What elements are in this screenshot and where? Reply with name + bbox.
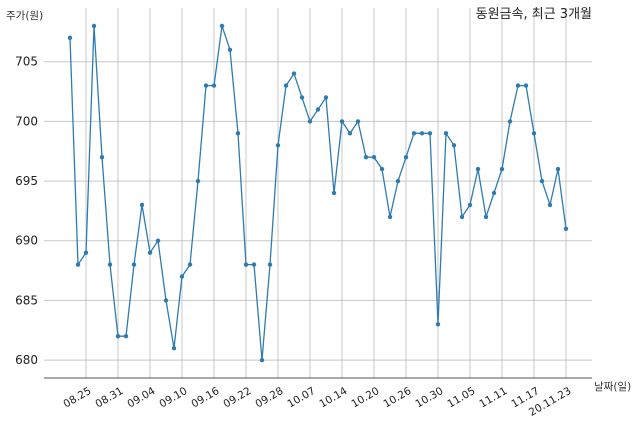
data-point bbox=[411, 131, 417, 136]
data-point bbox=[523, 83, 529, 88]
data-point bbox=[507, 119, 513, 124]
x-tick-label: 11.05 bbox=[445, 385, 477, 410]
data-point bbox=[347, 131, 353, 136]
x-tick-label: 11.11 bbox=[477, 385, 509, 410]
x-tick-label: 09.28 bbox=[253, 385, 285, 410]
data-point bbox=[179, 274, 185, 279]
data-point bbox=[147, 250, 153, 255]
x-tick-label: 10.20 bbox=[349, 385, 381, 410]
data-point bbox=[499, 166, 505, 172]
data-point bbox=[379, 166, 385, 172]
x-tick-labels: 08.25 08.31 09.04 09.10 09.16 09.22 09.28 10.07… bbox=[61, 385, 573, 419]
data-point bbox=[539, 178, 545, 184]
data-point bbox=[315, 107, 321, 112]
data-point bbox=[299, 95, 305, 100]
y-tick-label: 695 bbox=[15, 174, 38, 188]
data-point bbox=[547, 202, 553, 208]
data-point bbox=[163, 298, 169, 303]
data-point bbox=[331, 190, 337, 196]
data-point bbox=[475, 166, 481, 172]
data-point bbox=[107, 262, 113, 267]
data-point bbox=[387, 214, 393, 220]
x-tick-label: 08.25 bbox=[61, 385, 93, 410]
y-axis-label: 주가(원) bbox=[6, 10, 43, 22]
data-point bbox=[555, 166, 561, 172]
data-point bbox=[563, 226, 569, 231]
data-point bbox=[187, 262, 193, 267]
data-point bbox=[371, 155, 377, 160]
data-point bbox=[155, 238, 161, 243]
data-point bbox=[443, 131, 449, 136]
data-point bbox=[267, 262, 273, 267]
data-point bbox=[67, 35, 73, 40]
data-point bbox=[259, 357, 265, 363]
y-tick-label: 705 bbox=[15, 55, 38, 69]
data-point bbox=[339, 119, 345, 124]
data-point bbox=[203, 83, 209, 88]
x-axis-label: 날짜(일) bbox=[594, 380, 631, 393]
data-point bbox=[435, 322, 441, 327]
data-point bbox=[467, 202, 473, 208]
data-point bbox=[235, 131, 241, 136]
data-point bbox=[83, 250, 89, 255]
data-point bbox=[451, 143, 457, 148]
data-point bbox=[227, 47, 233, 52]
x-tick-label: 08.31 bbox=[93, 385, 125, 410]
data-point bbox=[99, 155, 105, 160]
data-point bbox=[363, 155, 369, 160]
x-tick-label: 10.14 bbox=[317, 385, 349, 411]
data-point bbox=[459, 214, 465, 220]
data-point bbox=[171, 346, 177, 351]
x-tick-label: 09.16 bbox=[189, 385, 221, 411]
data-point bbox=[427, 131, 433, 136]
y-tick-labels: 680 685 690 695 700 705 bbox=[15, 55, 38, 367]
x-tick-label: 09.10 bbox=[157, 385, 189, 410]
x-tick-label: 09.22 bbox=[221, 385, 253, 410]
y-tick-label: 700 bbox=[15, 114, 38, 128]
data-point bbox=[483, 214, 489, 220]
y-tick-label: 685 bbox=[15, 293, 38, 307]
data-point bbox=[515, 83, 521, 88]
data-point bbox=[211, 83, 217, 88]
data-point bbox=[91, 23, 97, 29]
data-point bbox=[75, 262, 81, 267]
data-point bbox=[355, 119, 361, 124]
data-point bbox=[139, 202, 145, 208]
chart-title: 동원금속, 최근 3개월 bbox=[476, 7, 592, 22]
y-tick-label: 680 bbox=[15, 353, 38, 367]
x-tick-label: 10.26 bbox=[381, 385, 413, 411]
data-point bbox=[115, 334, 121, 339]
data-point bbox=[291, 71, 297, 76]
x-tick-label: 10.30 bbox=[413, 385, 445, 410]
data-point bbox=[195, 178, 201, 184]
x-tick-label: 10.07 bbox=[285, 385, 317, 410]
data-point bbox=[131, 262, 137, 267]
y-tick-label: 690 bbox=[15, 234, 38, 248]
series-line bbox=[69, 25, 567, 361]
data-point bbox=[323, 95, 329, 100]
grid-layer bbox=[44, 8, 592, 379]
data-point bbox=[491, 190, 497, 196]
series-layer bbox=[69, 25, 567, 361]
points-layer bbox=[67, 23, 569, 363]
data-point bbox=[307, 119, 313, 124]
data-point bbox=[403, 155, 409, 160]
data-point bbox=[243, 262, 249, 267]
data-point bbox=[419, 131, 425, 136]
data-point bbox=[283, 83, 289, 88]
data-point bbox=[251, 262, 257, 267]
data-point bbox=[275, 143, 281, 148]
data-point bbox=[531, 131, 537, 136]
data-point bbox=[219, 23, 225, 29]
x-tick-label: 09.04 bbox=[125, 385, 157, 411]
data-point bbox=[123, 334, 129, 339]
data-point bbox=[395, 178, 401, 184]
